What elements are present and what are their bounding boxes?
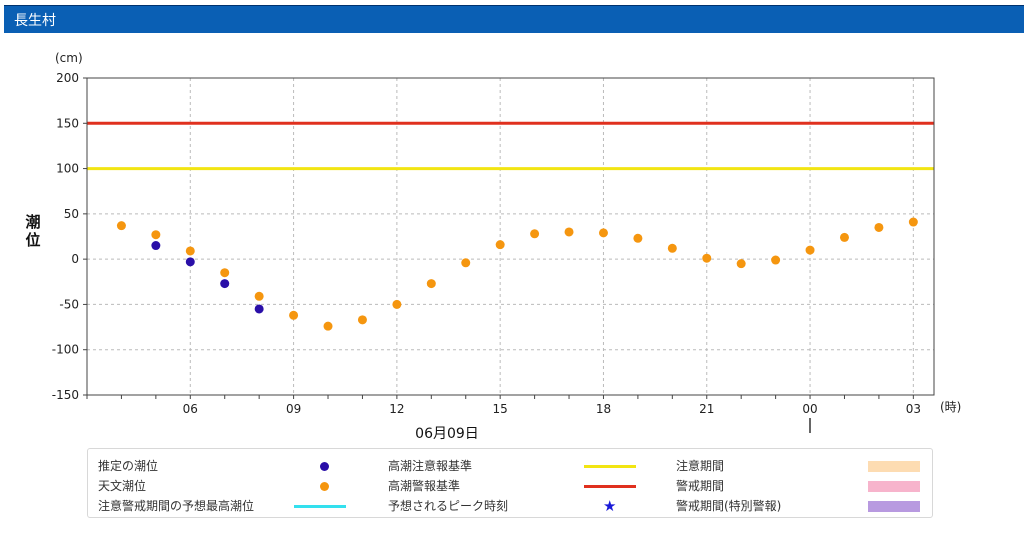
astronomical-tide-point — [633, 233, 643, 243]
chart-legend: 推定の潮位 高潮注意報基準 注意期間天文潮位 高潮警報基準 警戒期間注意警戒期間の予想最… — [87, 448, 933, 518]
x-tick-label: 15 — [493, 402, 508, 416]
date-label: 06月09日 — [415, 426, 479, 442]
astronomical-tide-point — [839, 232, 849, 242]
y-tick-label: -50 — [59, 297, 79, 311]
tide-chart: 200 150 100 50 0 -50 -100 -150 06 09 12 15 18 21 00 03… — [25, 51, 961, 442]
legend-label: 注意期間 — [676, 459, 725, 473]
y-tick-label: 150 — [56, 116, 79, 130]
x-tick-label: 09 — [286, 402, 301, 416]
x-unit-label: (時) — [940, 400, 961, 414]
astronomical-tide-point — [805, 245, 815, 255]
legend-label: 推定の潮位 — [98, 459, 159, 473]
legend-star-icon: ★ — [603, 497, 617, 515]
y-tick-label: 0 — [71, 252, 79, 266]
x-tick-label: 06 — [183, 402, 198, 416]
chart-grid — [87, 78, 934, 395]
y-axis-ticks: 200 150 100 50 0 -50 -100 -150 — [52, 71, 87, 402]
x-axis-ticks: 06 09 12 15 18 21 00 03 — [86, 395, 921, 416]
y-axis-label: 潮位 — [25, 213, 40, 249]
threshold-lines — [87, 121, 934, 171]
astronomical-tide-point — [426, 279, 436, 289]
astronomical-tide-point — [908, 217, 918, 227]
astronomical-tide-point — [771, 255, 781, 265]
y-tick-label: 200 — [56, 71, 79, 85]
legend-dot-icon — [320, 482, 329, 491]
legend-box-icon — [868, 481, 920, 492]
x-tick-label: 03 — [906, 402, 921, 416]
astronomical-tide-point — [254, 291, 264, 301]
astronomical-tide-point — [220, 268, 230, 278]
legend-line-icon — [584, 465, 636, 468]
astronomical-tide-point — [151, 230, 161, 240]
plot-frame — [86, 77, 935, 396]
estimated-tide-point — [185, 257, 195, 267]
astronomical-tide-point — [116, 221, 126, 231]
astronomical-tide-point — [461, 258, 471, 268]
estimated-tide-point — [151, 241, 161, 251]
x-tick-label: 00 — [802, 402, 817, 416]
estimated-tide-point — [254, 304, 264, 314]
astronomical-tide-point — [495, 240, 505, 250]
estimated-tide-point — [220, 279, 230, 289]
astronomical-tide-point — [530, 229, 540, 239]
y-unit-label: (cm) — [55, 51, 83, 65]
legend-box-icon — [868, 461, 920, 472]
legend-label: 高潮警報基準 — [388, 479, 461, 493]
astronomical-tide-point — [598, 228, 608, 238]
legend-label: 警戒期間(特別警報) — [676, 499, 782, 513]
astronomical-tide-point — [667, 243, 677, 253]
legend-label: 予想されるピーク時刻 — [388, 499, 509, 513]
astronomical-tide-point — [702, 253, 712, 263]
y-tick-label: 100 — [56, 162, 79, 176]
astronomical-tide-point — [392, 299, 402, 309]
x-tick-label: 21 — [699, 402, 714, 416]
title-bar: 長生村 — [4, 5, 1024, 33]
x-tick-label: 12 — [389, 402, 404, 416]
legend-box-icon — [868, 501, 920, 512]
astronomical-tide-point — [357, 315, 367, 325]
legend-line-icon — [584, 485, 636, 488]
legend-label: 注意警戒期間の予想最高潮位 — [98, 499, 255, 513]
x-tick-label: 18 — [596, 402, 611, 416]
astronomical-tide-point — [185, 246, 195, 256]
page-title: 長生村 — [14, 13, 56, 29]
y-tick-label: -100 — [52, 343, 79, 357]
legend-line-icon — [294, 505, 346, 508]
y-tick-label: -150 — [52, 388, 79, 402]
astronomical-tide-point — [874, 222, 884, 232]
astronomical-tide-point — [289, 310, 299, 320]
data-points — [116, 217, 918, 331]
astronomical-tide-point — [564, 227, 574, 237]
y-tick-label: 50 — [64, 207, 79, 221]
astronomical-tide-point — [323, 321, 333, 331]
legend-dot-icon — [320, 462, 329, 471]
legend-label: 高潮注意報基準 — [388, 459, 473, 473]
legend-label: 天文潮位 — [98, 479, 147, 493]
legend-label: 警戒期間 — [676, 479, 725, 493]
astronomical-tide-point — [736, 259, 746, 269]
